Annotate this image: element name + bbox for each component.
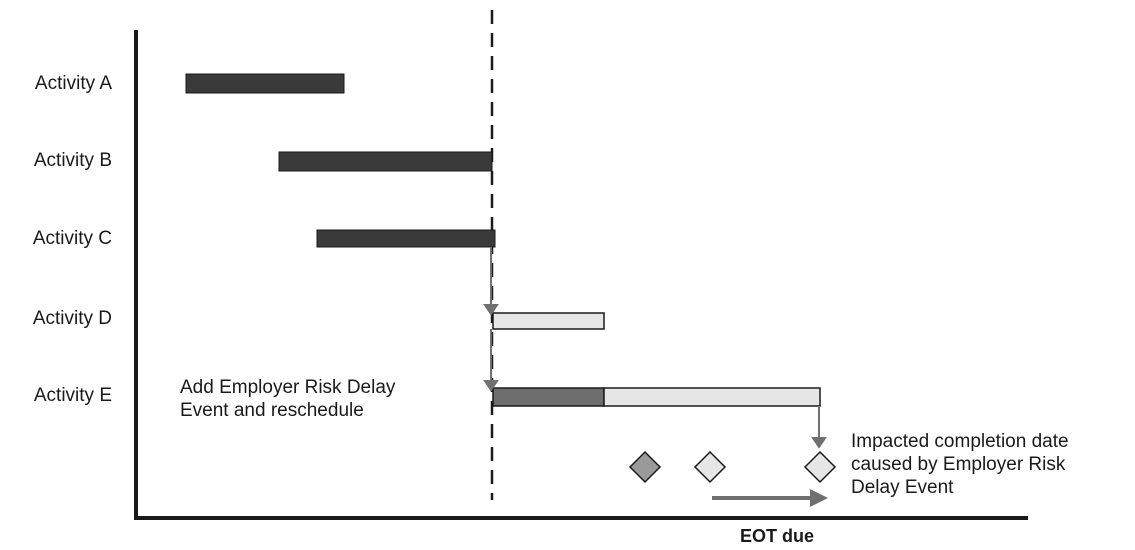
bar-activity-c (316, 229, 496, 248)
activity-label-d: Activity D (32, 308, 112, 329)
bar-activity-d (492, 312, 605, 330)
bar-activity-b (278, 151, 493, 172)
bar-activity-e-delay-event (492, 387, 605, 407)
activity-label-a: Activity A (34, 73, 112, 94)
right-arrow-icon (712, 489, 828, 507)
eot-due-label: EOT due (740, 526, 815, 546)
diamond-milestone-dark-icon (628, 450, 662, 484)
activity-label-c: Activity C (32, 228, 112, 249)
delay-event-annotation: Add Employer Risk Delay Event and resche… (180, 377, 396, 421)
diamond-milestone-light-icon (693, 450, 727, 484)
activity-label-b: Activity B (33, 150, 112, 171)
diamond-milestone-impacted-icon (803, 450, 837, 484)
completion-arrow-connector (811, 406, 827, 449)
impacted-completion-annotation: Impacted completion date caused by Emplo… (851, 431, 1069, 498)
bar-activity-e-rescheduled (603, 387, 821, 407)
activity-label-e: Activity E (33, 385, 112, 406)
down-arrow-connector (483, 247, 499, 392)
bar-activity-a (185, 73, 345, 94)
